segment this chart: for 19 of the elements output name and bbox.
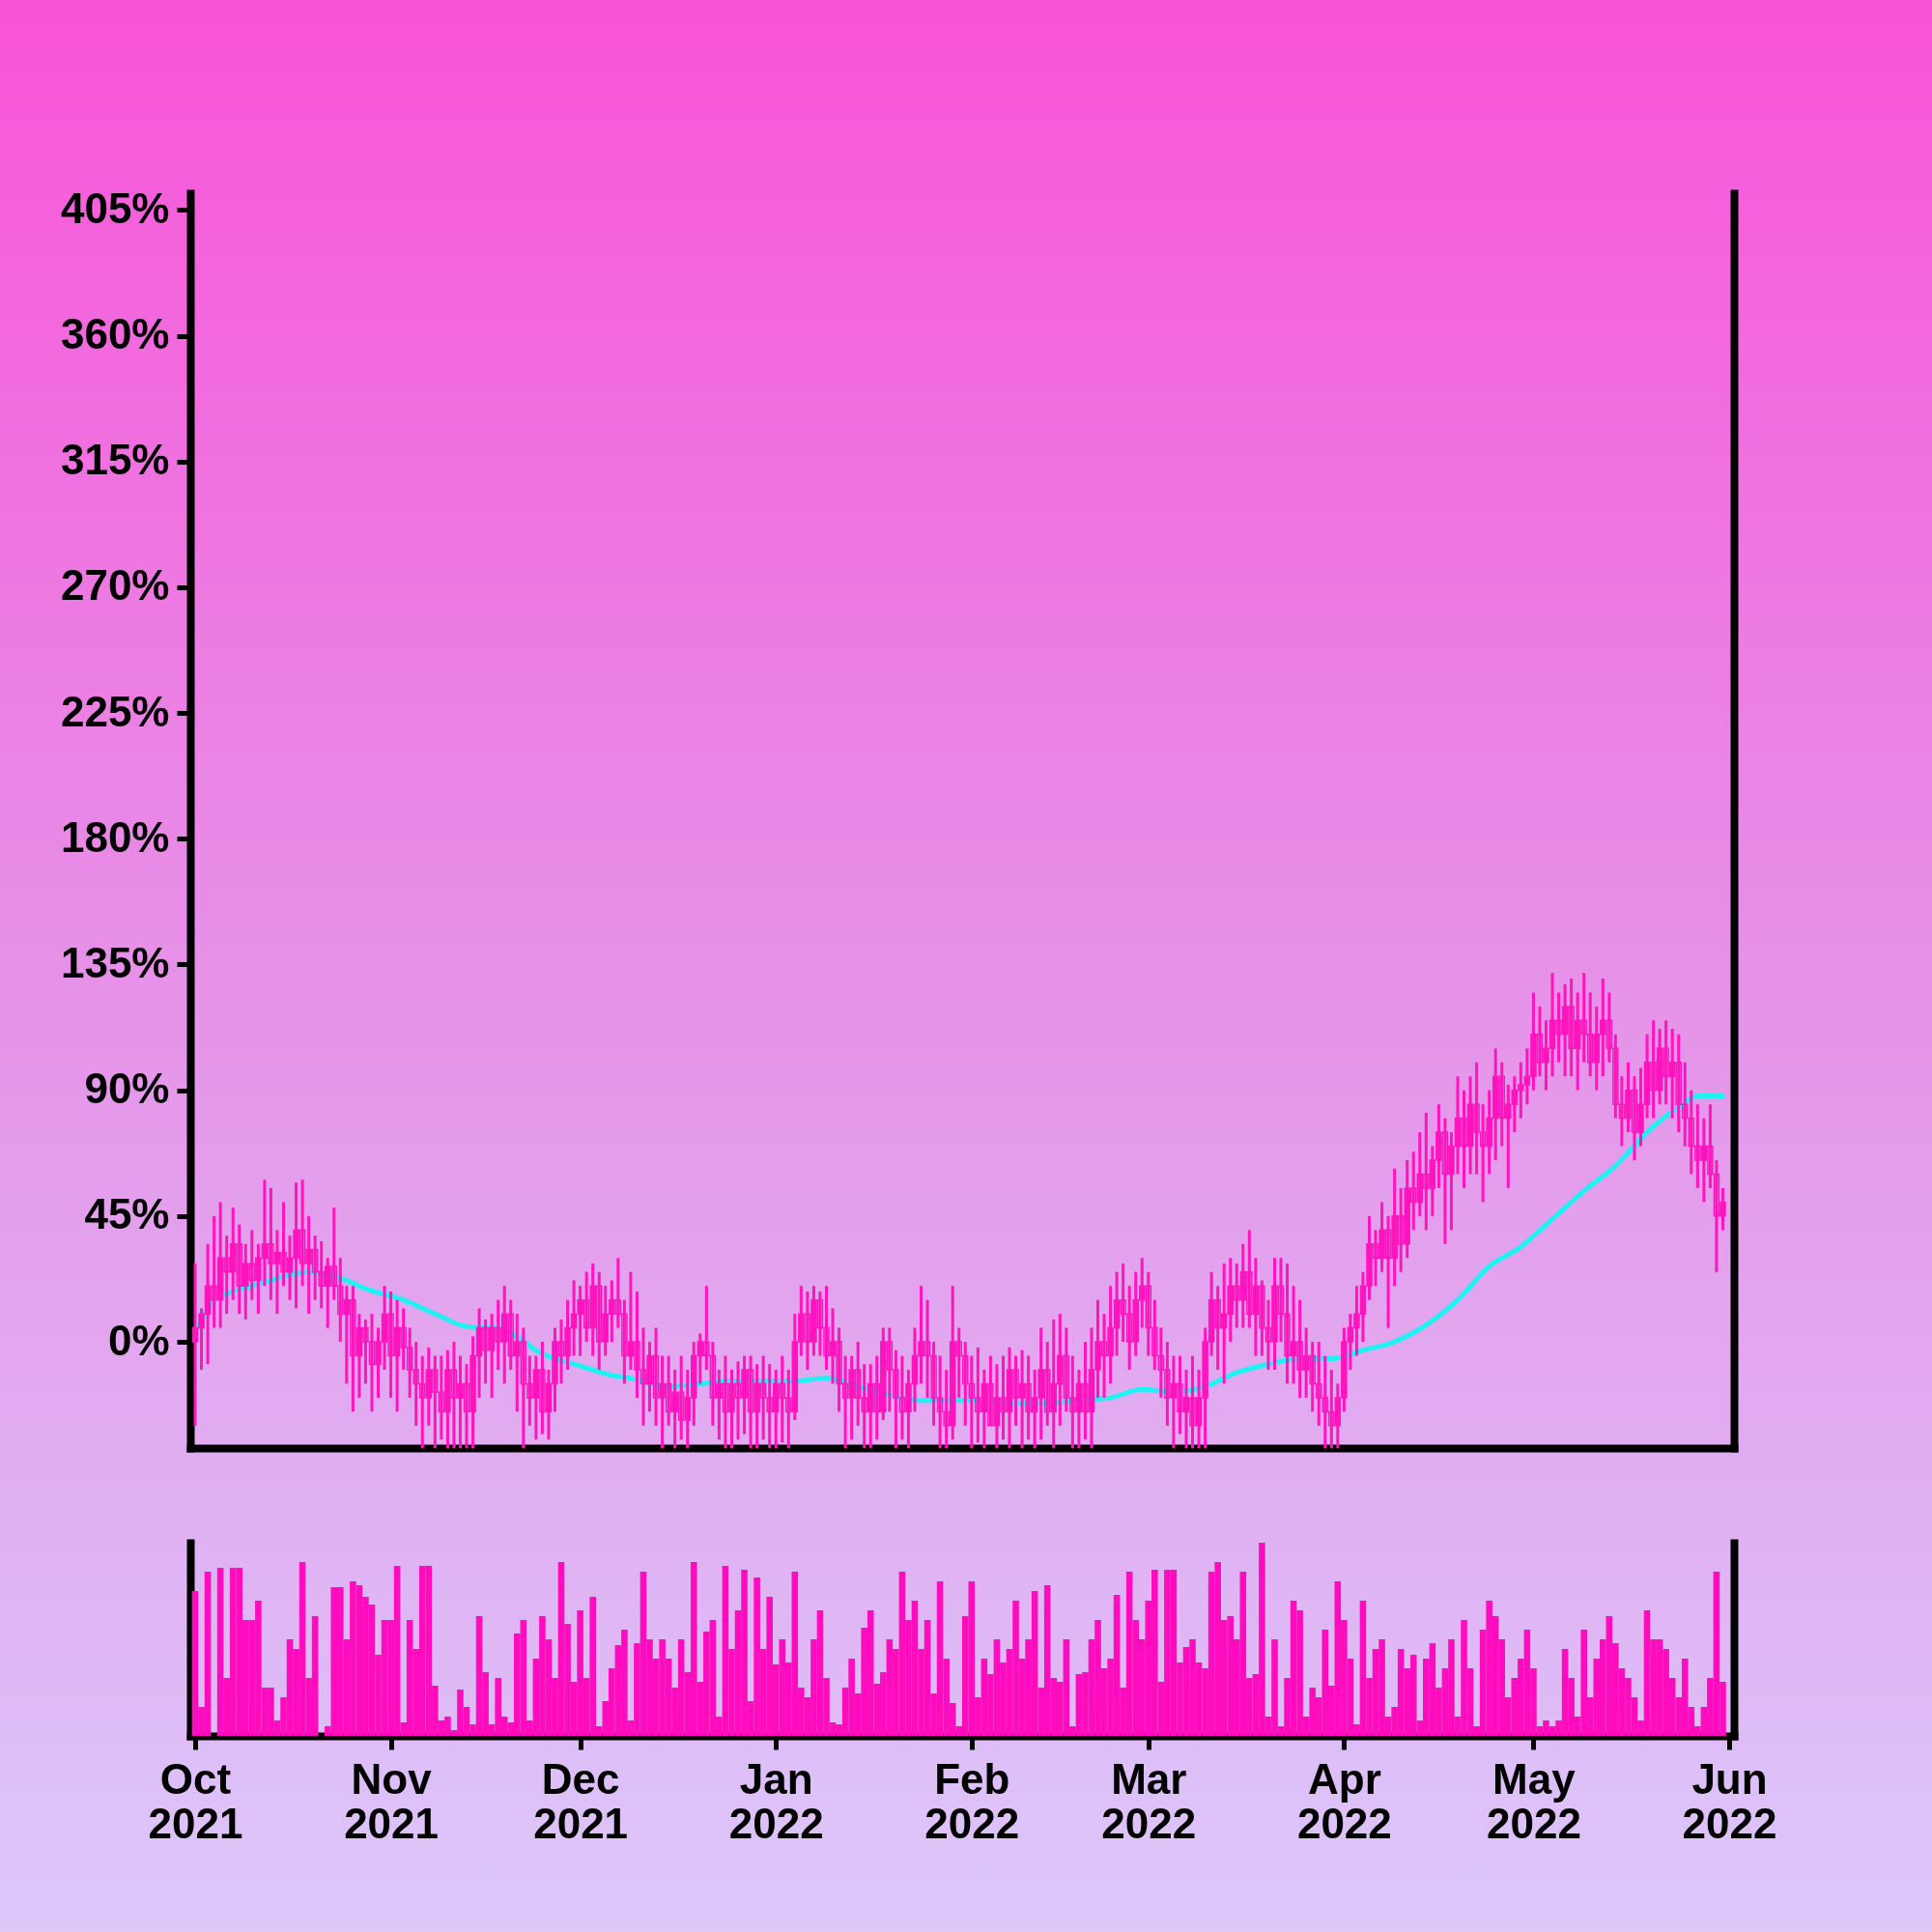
y-tick-label: 180%: [60, 812, 170, 861]
x-tick-label: Mar 2022: [1101, 1754, 1197, 1847]
x-tick-label: Jun 2022: [1682, 1754, 1777, 1847]
x-tick-label: Jan 2022: [728, 1754, 824, 1847]
y-tick-label: 135%: [60, 938, 170, 986]
y-tick-label: 90%: [84, 1065, 170, 1113]
x-tick-label: Oct 2021: [148, 1754, 243, 1847]
y-tick-label: 0%: [107, 1316, 170, 1364]
x-tick-label: Nov 2021: [344, 1754, 440, 1847]
x-tick-label: May 2022: [1486, 1754, 1581, 1847]
y-tick-label: 270%: [60, 561, 170, 610]
x-tick-label: Apr 2022: [1296, 1754, 1392, 1847]
y-tick-label: 45%: [84, 1190, 170, 1238]
x-tick-label: Feb 2022: [924, 1754, 1020, 1847]
y-tick-label: 405%: [60, 184, 170, 232]
y-tick-label: 225%: [60, 687, 170, 735]
x-tick-label: Dec 2021: [533, 1754, 629, 1847]
y-tick-label: 315%: [60, 436, 170, 484]
y-tick-label: 360%: [60, 310, 170, 358]
